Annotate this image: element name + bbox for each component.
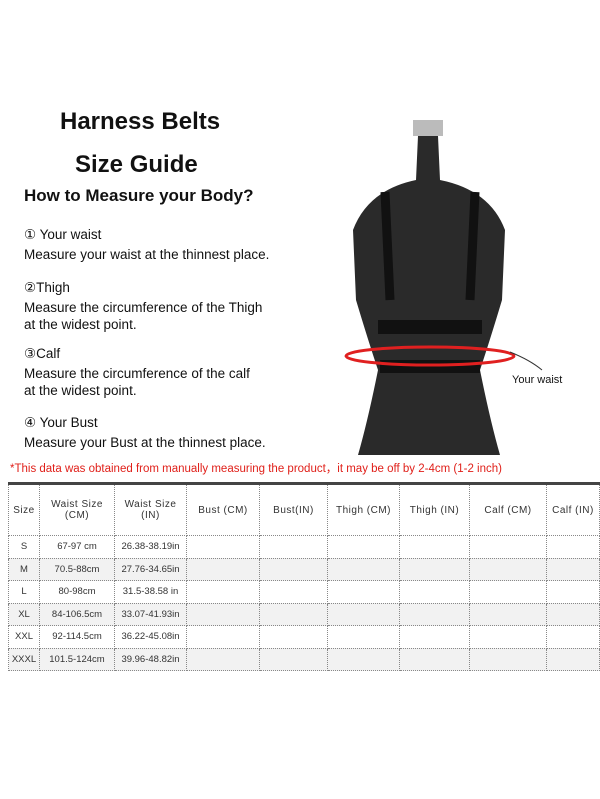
title-line1: Harness Belts (60, 108, 221, 135)
table-cell (327, 647, 400, 671)
table-cell (186, 580, 260, 604)
table-cell (259, 557, 328, 581)
table-cell (399, 557, 470, 581)
header-size: Size (8, 483, 40, 536)
header-waist-in: Waist Size (IN) (114, 483, 187, 536)
step-text: Measure the circumference of the Thigh a… (24, 300, 263, 332)
table-cell (327, 602, 400, 626)
table-cell (327, 625, 400, 649)
table-cell (546, 580, 600, 604)
table-row: XXXL 101.5-124cm 39.96-48.82in (8, 647, 600, 671)
table-cell (469, 602, 547, 626)
table-cell (259, 580, 328, 604)
header-bust-in: Bust(IN) (259, 483, 328, 536)
table-cell: M (8, 557, 40, 581)
header-calf-cm: Calf (CM) (469, 483, 547, 536)
table-cell (399, 602, 470, 626)
table-cell: 27.76-34.65in (114, 557, 187, 581)
table-cell (259, 602, 328, 626)
table-cell (546, 557, 600, 581)
table-cell: 39.96-48.82in (114, 647, 187, 671)
table-cell: 31.5-38.58 in (114, 580, 187, 604)
table-cell: 70.5-88cm (39, 557, 115, 581)
waist-label: Your waist (512, 374, 563, 386)
step-heading: ① Your waist (24, 227, 102, 242)
table-cell: 101.5-124cm (39, 647, 115, 671)
table-row: XL 84-106.5cm 33.07-41.93in (8, 602, 600, 626)
table-cell (259, 535, 328, 559)
measurement-note: *This data was obtained from manually me… (10, 463, 502, 475)
table-cell (186, 602, 260, 626)
table-cell (546, 625, 600, 649)
table-cell (399, 625, 470, 649)
step-bust: ④ Your Bust Measure your Bust at the thin… (24, 414, 284, 451)
table-cell (546, 647, 600, 671)
subtitle: How to Measure your Body? (24, 186, 254, 205)
table-cell: S (8, 535, 40, 559)
table-row: S 67-97 cm 26.38-38.19in (8, 535, 600, 559)
table-cell (327, 557, 400, 581)
table-cell (469, 535, 547, 559)
table-cell: 67-97 cm (39, 535, 115, 559)
table-cell: 36.22-45.08in (114, 625, 187, 649)
table-cell: XXXL (8, 647, 40, 671)
table-cell: XL (8, 602, 40, 626)
step-heading: ②Thigh (24, 280, 70, 295)
header-thigh-in: Thigh (IN) (399, 483, 470, 536)
table-row: M 70.5-88cm 27.76-34.65in (8, 557, 600, 581)
table-cell (546, 535, 600, 559)
table-cell (327, 580, 400, 604)
table-cell: XXL (8, 625, 40, 649)
table-cell (469, 557, 547, 581)
step-text: Measure your Bust at the thinnest place. (24, 435, 266, 450)
table-cell (259, 647, 328, 671)
step-waist: ① Your waist Measure your waist at the th… (24, 226, 274, 263)
table-cell: 92-114.5cm (39, 625, 115, 649)
step-thigh: ②Thigh Measure the circumference of the T… (24, 279, 264, 333)
table-header-row: Size Waist Size (CM) Waist Size (IN) Bus… (8, 483, 600, 536)
table-cell: 84-106.5cm (39, 602, 115, 626)
table-cell (399, 580, 470, 604)
header-bust-cm: Bust (CM) (186, 483, 260, 536)
size-table: Size Waist Size (CM) Waist Size (IN) Bus… (8, 482, 600, 671)
table-cell: 26.38-38.19in (114, 535, 187, 559)
table-cell (469, 647, 547, 671)
table-cell (259, 625, 328, 649)
table-row: XXL 92-114.5cm 36.22-45.08in (8, 625, 600, 649)
table-row: L 80-98cm 31.5-38.58 in (8, 580, 600, 604)
table-cell (186, 647, 260, 671)
step-heading: ③Calf (24, 346, 61, 361)
table-cell (186, 557, 260, 581)
step-heading: ④ Your Bust (24, 415, 98, 430)
table-cell (327, 535, 400, 559)
table-cell: L (8, 580, 40, 604)
table-cell (469, 580, 547, 604)
mannequin-harness-image (344, 120, 543, 455)
step-text: Measure the circumference of the calf at… (24, 366, 250, 398)
step-text: Measure your waist at the thinnest place… (24, 247, 270, 262)
table-cell (186, 625, 260, 649)
table-cell (186, 535, 260, 559)
header-thigh-cm: Thigh (CM) (327, 483, 400, 536)
title-line2: Size Guide (75, 151, 198, 178)
step-calf: ③Calf Measure the circumference of the ca… (24, 345, 254, 399)
table-cell (399, 647, 470, 671)
table-cell (469, 625, 547, 649)
table-cell: 80-98cm (39, 580, 115, 604)
header-calf-in: Calf (IN) (546, 483, 600, 536)
table-cell (546, 602, 600, 626)
table-cell: 33.07-41.93in (114, 602, 187, 626)
table-cell (399, 535, 470, 559)
header-waist-cm: Waist Size (CM) (39, 483, 115, 536)
